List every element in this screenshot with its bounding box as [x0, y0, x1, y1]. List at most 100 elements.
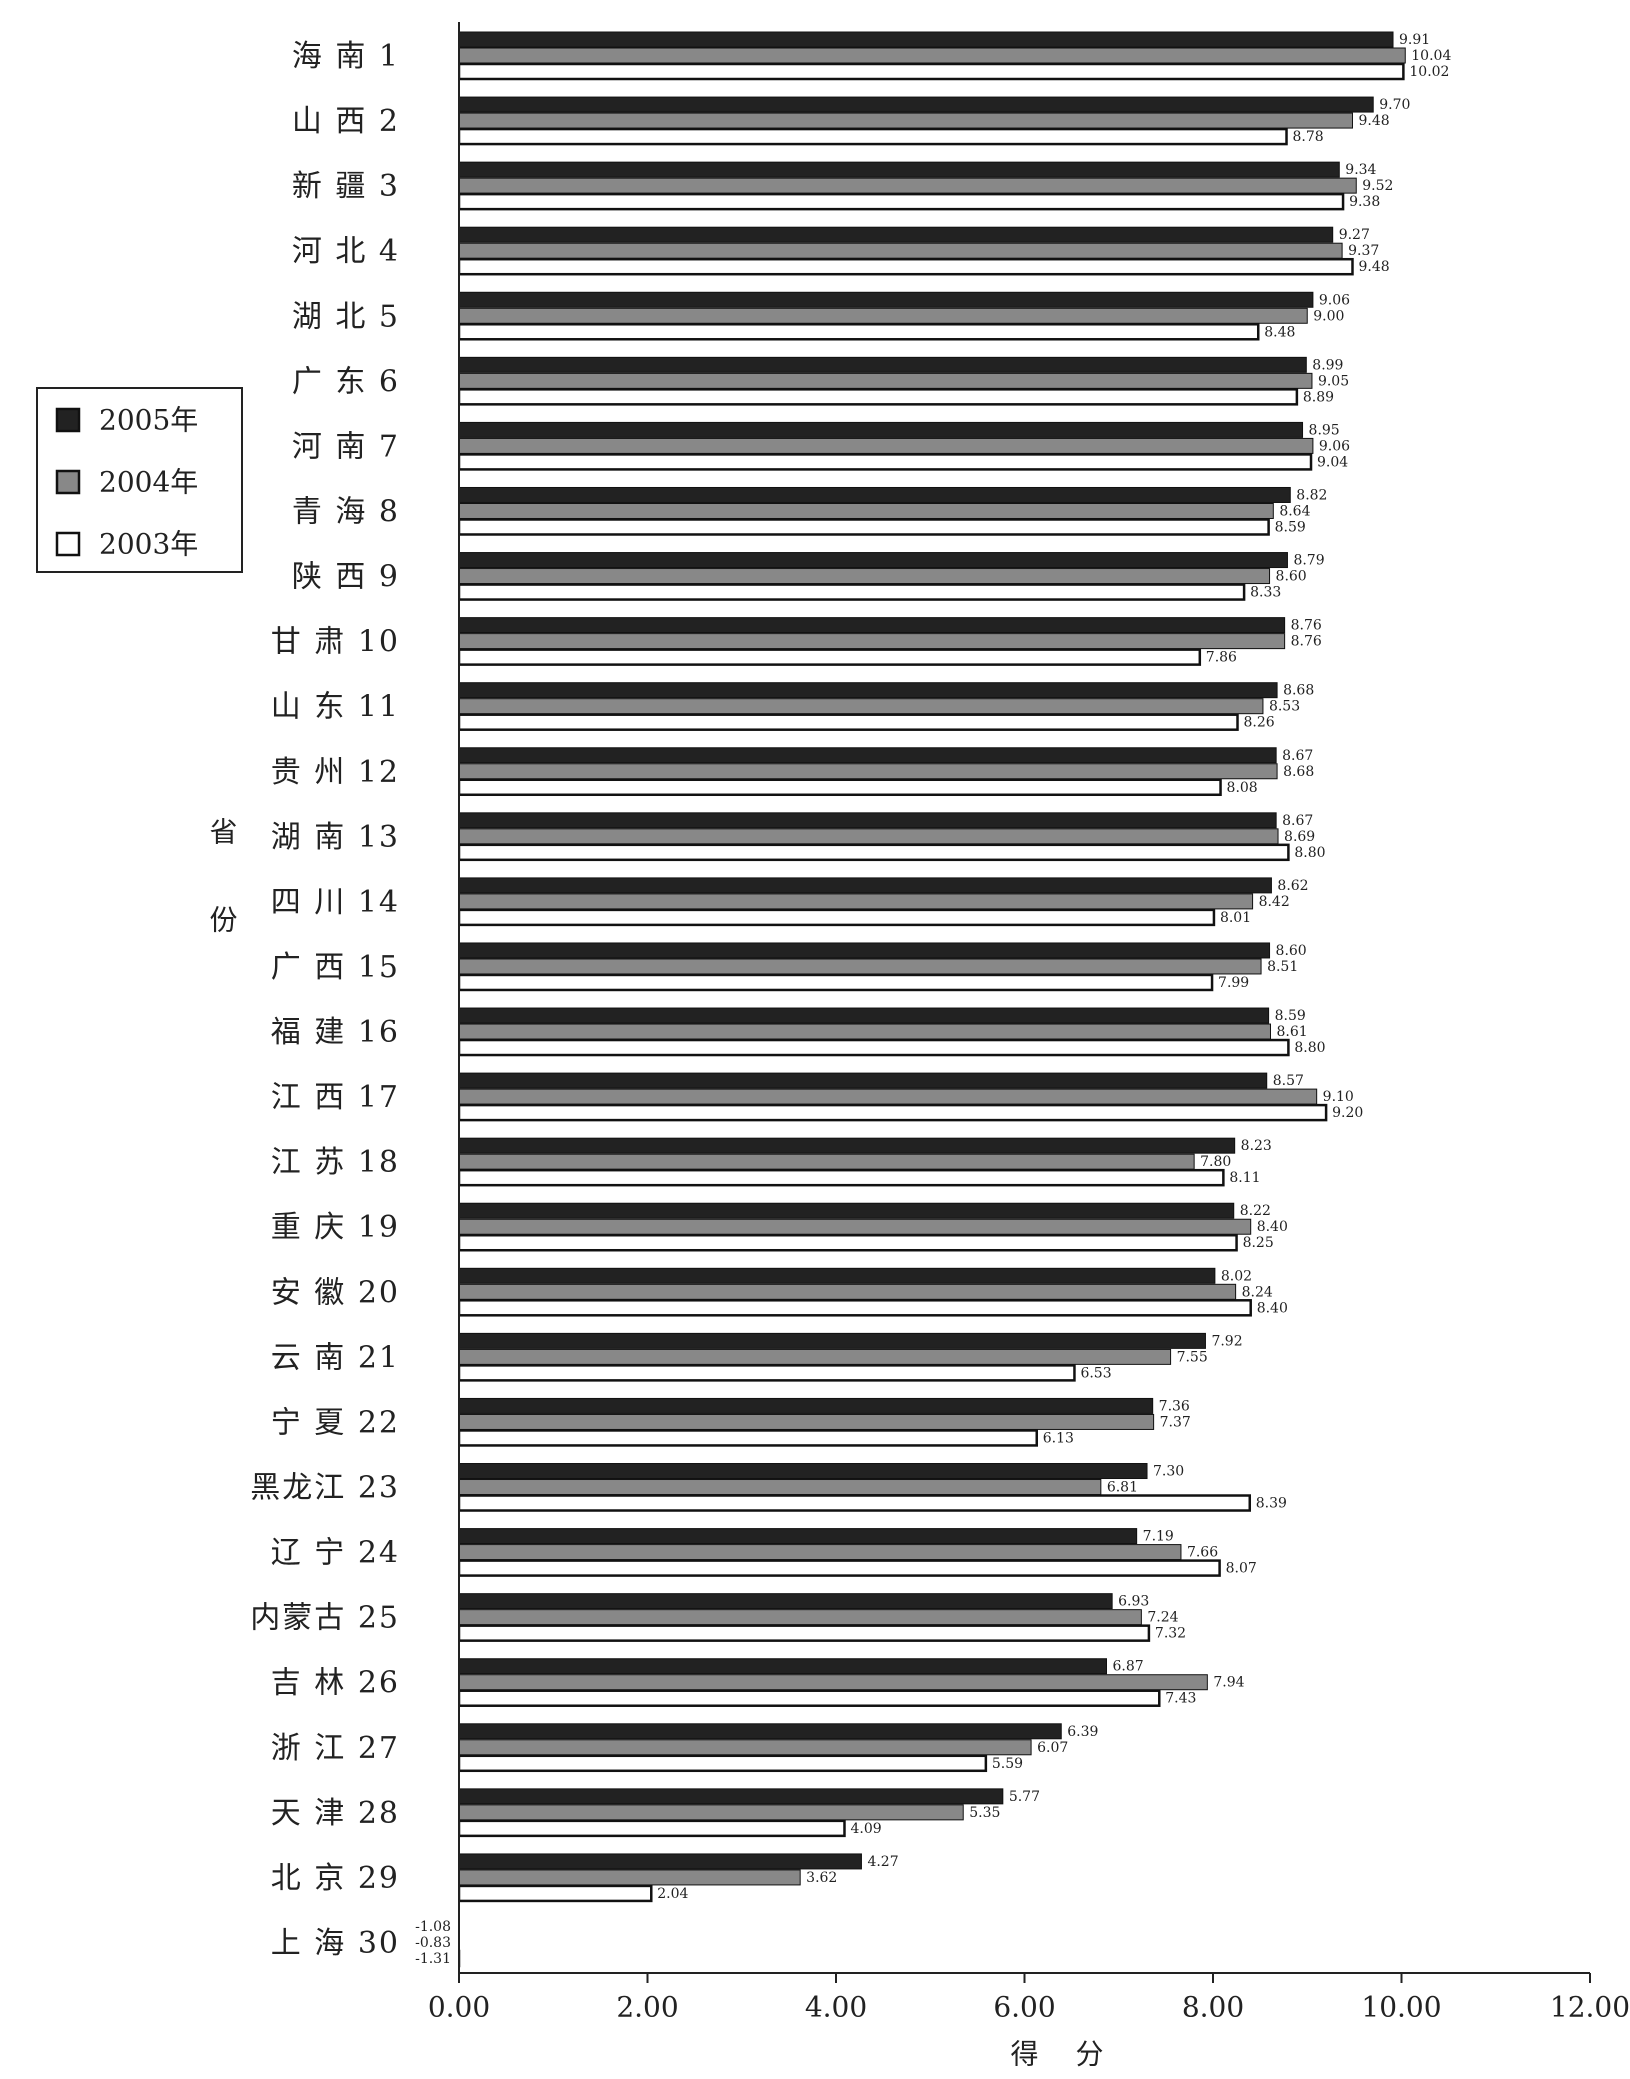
value-label: 8.22: [1240, 1203, 1271, 1219]
value-label: 8.64: [1279, 503, 1310, 519]
bar: [459, 127, 1288, 146]
value-label: 8.07: [1226, 1561, 1257, 1577]
bar: [459, 877, 1272, 894]
bar: [459, 161, 1340, 178]
value-label: 7.99: [1218, 975, 1249, 991]
value-label: 6.87: [1112, 1659, 1143, 1675]
value-label: 8.60: [1276, 943, 1307, 959]
bar: [459, 226, 1334, 243]
value-label: 7.30: [1153, 1464, 1184, 1480]
category-label: 湖 北 5: [292, 299, 400, 334]
bar: [459, 843, 1290, 862]
category-label: 吉 林 26: [271, 1666, 400, 1701]
bar: [459, 486, 1291, 503]
bar: [459, 1348, 1172, 1365]
category-label: 内蒙古 25: [250, 1601, 400, 1636]
category-label: 北 京 29: [271, 1861, 400, 1896]
value-label: 8.67: [1282, 813, 1313, 829]
category-label: 河 北 4: [292, 234, 400, 269]
value-label: 8.82: [1296, 487, 1327, 503]
bar: [459, 893, 1254, 910]
value-label: 8.33: [1250, 585, 1281, 601]
value-label: 7.32: [1155, 1626, 1186, 1642]
value-label: 9.04: [1317, 454, 1348, 470]
x-tick-label: 2.00: [616, 1991, 678, 2024]
category-label: 江 苏 18: [271, 1145, 400, 1180]
category-label: 甘 肃 10: [271, 625, 400, 660]
bar: [459, 257, 1354, 276]
bar: [459, 1658, 1107, 1675]
bar: [459, 192, 1345, 211]
value-label: 8.80: [1294, 845, 1325, 861]
bar: [459, 812, 1277, 829]
legend-label: 2005年: [99, 404, 198, 437]
value-label: 7.24: [1147, 1610, 1178, 1626]
category-label: 山 西 2: [292, 104, 400, 139]
bar: [459, 1674, 1208, 1691]
value-label: 8.48: [1264, 324, 1295, 340]
value-label: -1.31: [415, 1951, 451, 1967]
bar: [459, 323, 1260, 341]
value-label: 8.42: [1259, 894, 1290, 910]
value-label: 5.35: [969, 1805, 1000, 1821]
category-label: 贵 州 12: [271, 755, 400, 790]
value-label: 8.67: [1282, 748, 1313, 764]
bar: [459, 763, 1278, 780]
value-label: 8.39: [1256, 1496, 1287, 1512]
value-label: 4.27: [867, 1854, 898, 1870]
legend-swatch: [55, 531, 81, 557]
bar: [459, 307, 1308, 324]
value-label: 8.95: [1309, 422, 1340, 438]
value-label: 7.43: [1165, 1691, 1196, 1707]
category-label: 安 徽 20: [271, 1275, 400, 1310]
value-label: 8.99: [1312, 357, 1343, 373]
bar: [459, 583, 1246, 601]
value-label: 9.48: [1358, 259, 1389, 275]
category-label: 山 东 11: [271, 690, 400, 725]
bar: [459, 1494, 1252, 1512]
bar: [459, 96, 1374, 113]
legend-label: 2004年: [99, 466, 198, 499]
bar: [459, 1168, 1225, 1187]
bar: [459, 47, 1406, 64]
value-label: 7.37: [1160, 1414, 1191, 1430]
bar: [459, 1153, 1195, 1170]
value-label: 9.70: [1379, 97, 1410, 113]
category-label: 浙 江 27: [271, 1731, 400, 1766]
bar: [459, 747, 1277, 764]
bar: [459, 828, 1279, 845]
bar: [459, 1233, 1238, 1252]
value-label: 9.27: [1339, 227, 1370, 243]
bar: [459, 1007, 1270, 1024]
bar: [459, 242, 1343, 259]
bar: [459, 1804, 964, 1821]
value-label: -0.83: [415, 1935, 451, 1951]
bar: [459, 1739, 1032, 1756]
value-label: 9.34: [1345, 162, 1376, 178]
category-label: 海 南 1: [292, 39, 400, 74]
value-label: 9.06: [1319, 438, 1350, 454]
legend-swatch: [55, 407, 81, 433]
bar: [459, 682, 1278, 699]
value-label: 8.53: [1269, 699, 1300, 715]
bar: [459, 421, 1304, 438]
value-label: 7.66: [1187, 1545, 1218, 1561]
value-label: 7.36: [1159, 1398, 1190, 1414]
y-axis-title: 省份: [206, 817, 239, 993]
x-tick-label: 6.00: [993, 1991, 1055, 2024]
bar: [459, 1479, 1102, 1496]
x-tick-label: 0.00: [428, 1991, 490, 2024]
category-label: 黑龙江 23: [250, 1471, 400, 1506]
bar: [459, 1723, 1062, 1740]
value-label: 8.76: [1291, 634, 1322, 650]
bar: [459, 1413, 1155, 1430]
value-label: 9.91: [1399, 32, 1430, 48]
bar: [459, 1218, 1252, 1235]
value-label: 6.53: [1080, 1365, 1111, 1381]
value-label: 7.92: [1211, 1333, 1242, 1349]
category-label: 湖 南 13: [271, 820, 400, 855]
bar: [459, 1137, 1236, 1154]
value-label: 8.51: [1267, 959, 1298, 975]
value-label: 6.07: [1037, 1740, 1068, 1756]
